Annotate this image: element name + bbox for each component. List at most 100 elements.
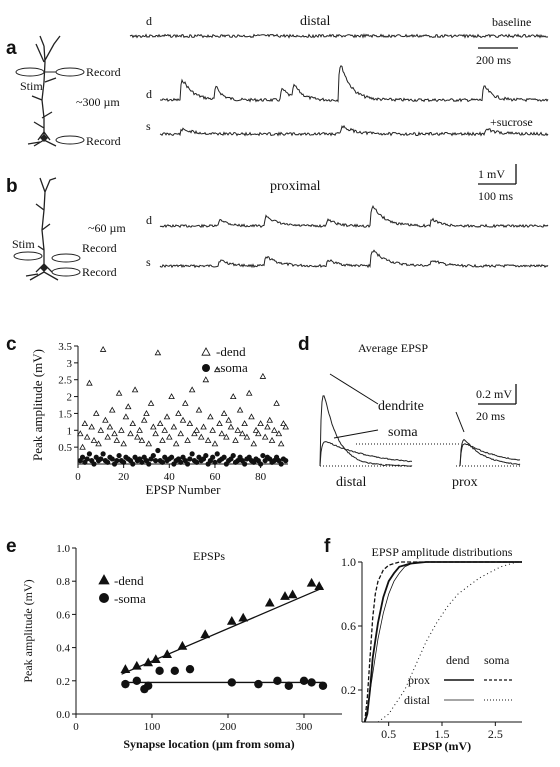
panel-f-label: f xyxy=(324,536,331,557)
dend-point xyxy=(140,416,148,423)
soma-label-d: soma xyxy=(388,425,418,440)
soma-point xyxy=(203,452,209,459)
dend-point xyxy=(79,443,86,450)
dend-point xyxy=(248,413,255,420)
avg-trace-prox-dendrite xyxy=(459,438,521,467)
soma-point xyxy=(79,454,86,460)
legend-c: -dend-soma xyxy=(201,344,248,375)
y-tick-label: 0.5 xyxy=(58,442,72,454)
stim-electrode-b xyxy=(13,251,43,261)
scale-label-b-voltage: 1 mV xyxy=(478,167,505,181)
soma-point xyxy=(159,459,166,465)
soma-point xyxy=(100,451,106,457)
chart-f: 0.5 1.5 2.5 0.2 0.6 1.0 EPSP (mV) EPSP amplitud… xyxy=(341,545,522,753)
x-tick-label: 300 xyxy=(296,721,313,733)
soma-point xyxy=(84,456,90,462)
y-tick-label: 1.0 xyxy=(341,555,356,569)
panel-b-label: b xyxy=(6,176,18,197)
soma-point xyxy=(121,679,130,689)
dend-point xyxy=(154,349,162,356)
baseline-label: baseline xyxy=(492,15,531,29)
x-tick-label: 20 xyxy=(118,471,130,483)
soma-point xyxy=(214,451,220,457)
dend-point xyxy=(229,393,237,400)
dend-point xyxy=(186,420,194,427)
panel-d-label: d xyxy=(298,334,310,355)
dend-point xyxy=(145,440,153,447)
dend-point xyxy=(159,436,166,443)
dend-point xyxy=(264,423,271,430)
legend-c-soma-label: -soma xyxy=(216,360,248,375)
dend-point xyxy=(241,420,248,427)
legend-e: -dend -soma xyxy=(98,573,146,606)
dend-point xyxy=(314,581,325,590)
legend-f-prox: prox xyxy=(408,673,430,687)
title-d: Average EPSP xyxy=(358,341,428,355)
legend-f-distal: distal xyxy=(404,693,431,707)
dend-point xyxy=(129,420,137,427)
y-tick-label: 0.8 xyxy=(56,576,70,588)
cdf-line-distal-dend xyxy=(364,561,522,723)
y-tick-label: 0.2 xyxy=(341,683,356,697)
soma-point xyxy=(184,461,191,467)
dend-point xyxy=(216,420,223,427)
dend-point xyxy=(238,612,249,622)
dend-point xyxy=(259,372,267,379)
dend-point xyxy=(150,423,157,430)
dend-point xyxy=(90,436,98,443)
soma-point xyxy=(153,458,159,464)
legend-e-dend-label: -dend xyxy=(114,573,144,588)
prox-label-d: prox xyxy=(452,475,478,490)
y-tick-label: 0.0 xyxy=(56,709,70,721)
y-tick-label: 1.5 xyxy=(58,408,72,420)
trace-a-soma xyxy=(159,124,549,137)
soma-point xyxy=(114,458,120,464)
x-tick-label: 0 xyxy=(75,471,81,483)
dend-point xyxy=(250,440,258,447)
soma-point xyxy=(116,452,122,459)
soma-point xyxy=(170,666,179,676)
dend-point xyxy=(102,416,109,423)
soma-point xyxy=(98,456,104,462)
distal-label-d: distal xyxy=(336,475,366,490)
soma-point xyxy=(242,461,248,467)
soma-pointer xyxy=(333,429,379,439)
avg-trace-distal-soma xyxy=(319,441,413,467)
dend-point xyxy=(209,426,216,433)
scale-label-b-time: 100 ms xyxy=(478,189,513,203)
soma-point xyxy=(278,461,284,467)
legend-e-soma-marker xyxy=(99,593,109,603)
soma-point xyxy=(307,678,316,687)
dend-point xyxy=(195,406,203,413)
dend-point xyxy=(134,433,141,440)
dend-point xyxy=(156,420,164,427)
y-tick-label: 0.4 xyxy=(56,643,70,655)
x-tick-label: 2.5 xyxy=(488,727,503,741)
soma-point xyxy=(258,461,264,467)
dend-point xyxy=(200,423,207,430)
legend-f-header-soma: soma xyxy=(484,653,510,667)
dend-point xyxy=(118,426,125,433)
trace-b-soma xyxy=(159,249,549,269)
dend-point xyxy=(202,376,210,383)
soma-point xyxy=(284,681,293,690)
x-axis-label: Synapse location (µm from soma) xyxy=(123,737,294,751)
dend-point xyxy=(152,430,159,437)
dend-point xyxy=(113,436,121,443)
dend-point xyxy=(236,406,244,413)
chart-title: EPSP amplitude distributions xyxy=(372,545,513,559)
dend-point xyxy=(232,436,239,443)
dend-point xyxy=(120,440,127,447)
dend-point xyxy=(213,366,221,373)
dend-point xyxy=(108,406,116,413)
dend-point xyxy=(257,420,264,427)
y-axis-label: Peak amplitude (mV) xyxy=(30,349,45,461)
x-tick-label: 80 xyxy=(255,471,267,483)
soma-point xyxy=(168,454,175,460)
dend-point xyxy=(95,440,102,447)
y-tick-label: 3.5 xyxy=(58,341,72,353)
dend-point xyxy=(234,426,242,433)
title-b-proximal: proximal xyxy=(270,179,321,194)
dend-point xyxy=(81,420,89,427)
